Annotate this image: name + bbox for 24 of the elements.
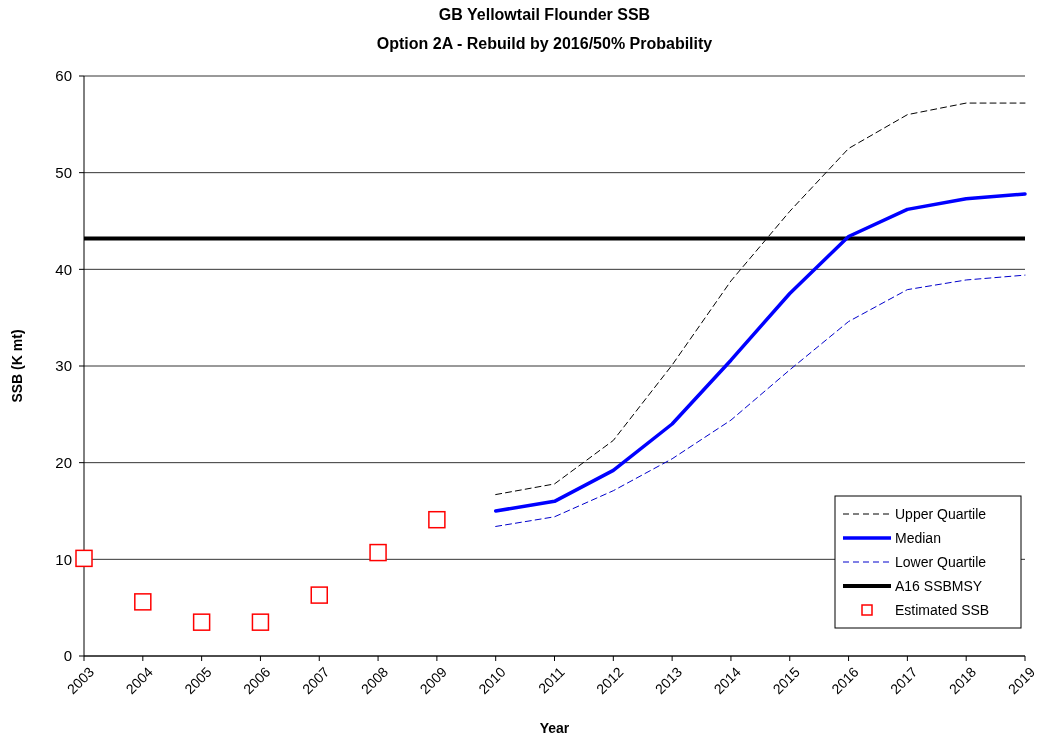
point <box>192 613 211 631</box>
chart-subtitle: Option 2A - Rebuild by 2016/50% Probability <box>376 35 713 52</box>
point <box>369 543 387 562</box>
line-series <box>495 274 1026 527</box>
point <box>75 549 93 568</box>
point <box>428 510 446 529</box>
y-tick-label: 10 <box>55 550 72 568</box>
y-tick-label: 50 <box>55 163 72 181</box>
y-tick-label: 20 <box>55 453 72 471</box>
y-tick-label: 60 <box>55 67 72 85</box>
point <box>310 586 328 604</box>
x-axis-title: Year <box>539 720 570 736</box>
legend-label: Median <box>895 529 941 546</box>
point <box>251 613 270 631</box>
legend-label: Upper Quartile <box>895 505 987 522</box>
y-tick-label: 40 <box>55 260 72 278</box>
point <box>134 593 152 611</box>
y-axis-title: SSB (K mt) <box>9 329 25 403</box>
y-tick-label: 0 <box>63 647 72 665</box>
legend-label: A16 SSBMSY <box>895 577 983 594</box>
legend-label: Estimated SSB <box>895 601 990 618</box>
legend-label: Lower Quartile <box>895 553 987 570</box>
chart-title: GB Yellowtail Flounder SSB <box>438 6 651 23</box>
y-tick-label: 30 <box>55 357 72 375</box>
